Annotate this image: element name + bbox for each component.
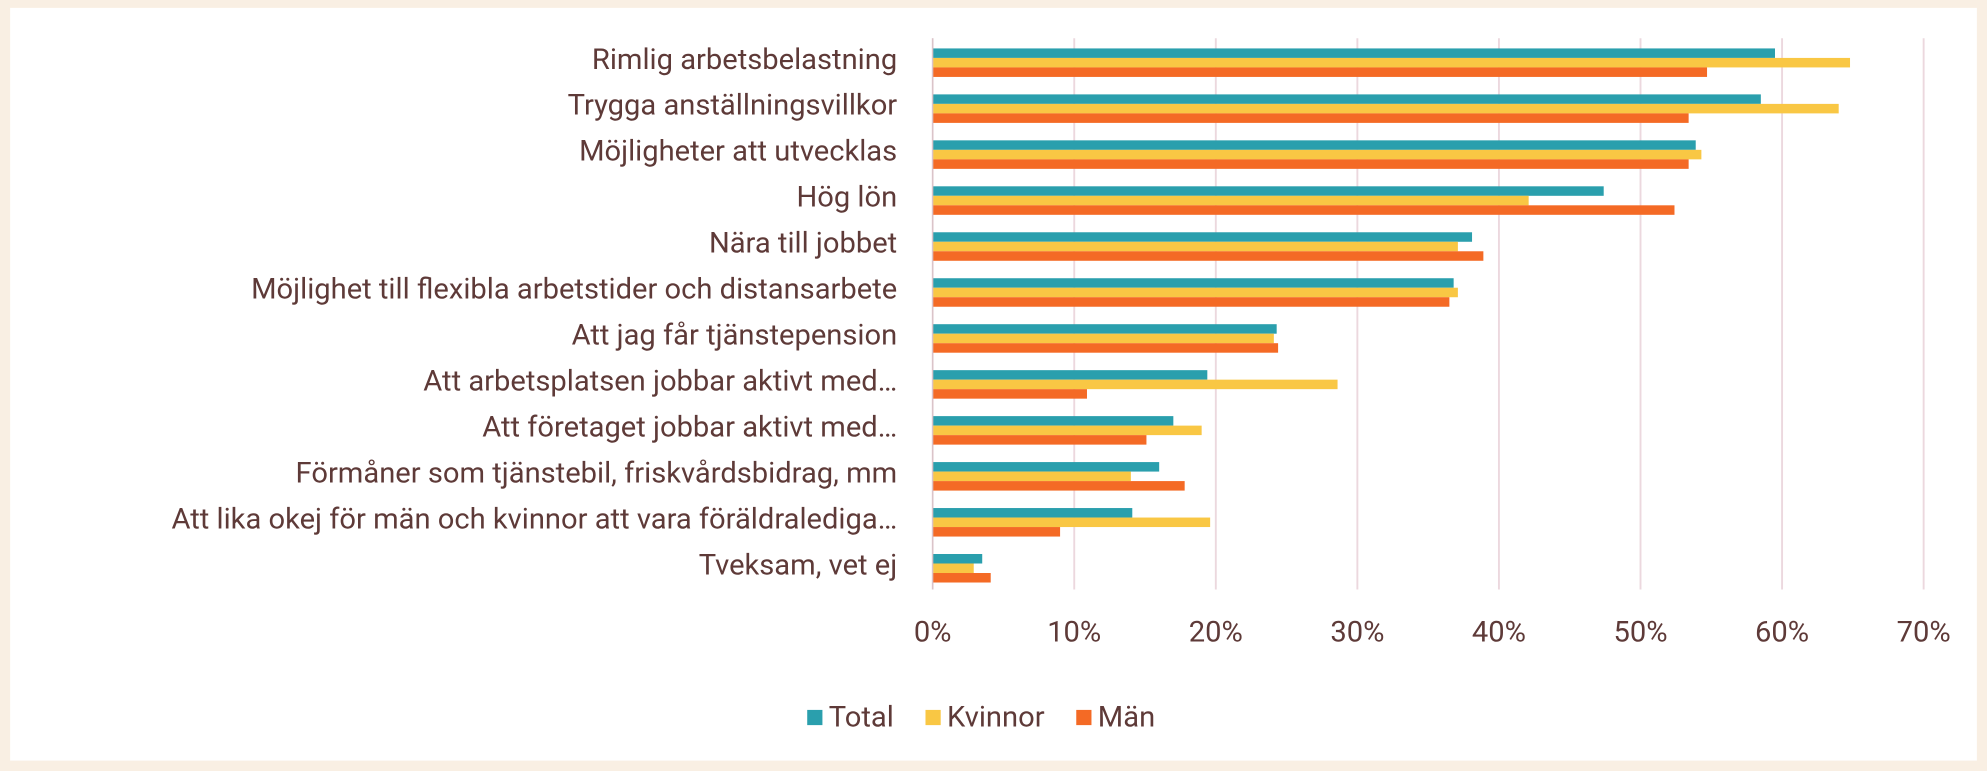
bar <box>932 416 1174 426</box>
bar <box>932 471 1131 482</box>
y-tick-label: Att jag får tjänstepension <box>572 319 898 353</box>
bar <box>932 508 1133 518</box>
y-tick-label: Hög lön <box>796 181 897 215</box>
bar <box>932 159 1689 169</box>
x-tick-label: 20% <box>1189 616 1243 650</box>
y-tick-label: Möjlighet till flexibla arbetstider och … <box>251 273 897 307</box>
bar <box>932 389 1087 399</box>
x-tick-label: 0% <box>914 616 952 650</box>
bar <box>932 554 983 564</box>
y-tick-label: Trygga anställningsvillkor <box>568 89 898 123</box>
bar <box>932 435 1147 445</box>
x-tick-label: 40% <box>1472 616 1526 650</box>
bar <box>932 113 1689 123</box>
bar <box>932 573 991 583</box>
bar <box>932 333 1274 344</box>
bar <box>932 324 1277 334</box>
y-tick-label: Rimlig arbetsbelastning <box>592 43 897 77</box>
x-tick-label: 30% <box>1330 616 1384 650</box>
y-tick-label: Möjligheter att utvecklas <box>579 135 897 169</box>
legend-swatch <box>1076 709 1092 726</box>
x-tick-label: 50% <box>1613 616 1667 650</box>
x-tick-label: 60% <box>1755 616 1809 650</box>
legend-label: Total <box>829 700 894 734</box>
bar <box>932 251 1484 261</box>
bar <box>932 481 1185 491</box>
bar <box>932 297 1450 307</box>
bar <box>932 232 1473 242</box>
y-tick-label: Att lika okej för män och kvinnor att va… <box>171 502 897 536</box>
bar <box>932 425 1202 436</box>
bar <box>932 241 1458 252</box>
legend-swatch <box>925 709 941 726</box>
bar <box>932 462 1160 472</box>
bar <box>932 278 1454 288</box>
bar <box>932 517 1211 528</box>
bar <box>932 48 1775 58</box>
y-tick-label: Att arbetsplatsen jobbar aktivt med… <box>423 365 897 399</box>
y-tick-label: Att företaget jobbar aktivt med… <box>482 410 897 444</box>
bar <box>932 343 1279 353</box>
bar <box>932 205 1675 215</box>
bar <box>932 103 1839 114</box>
bar <box>932 140 1696 150</box>
y-tick-label: Nära till jobbet <box>709 227 897 261</box>
bar <box>932 287 1458 298</box>
bar <box>932 563 974 574</box>
bar <box>932 94 1761 104</box>
bar <box>932 186 1604 196</box>
y-tick-label: Tveksam, vet ej <box>699 548 897 582</box>
legend-swatch <box>807 709 823 726</box>
bar <box>932 57 1851 68</box>
bar <box>932 195 1529 206</box>
x-tick-label: 70% <box>1897 616 1951 650</box>
bar <box>932 527 1061 537</box>
bar <box>932 370 1208 380</box>
bar <box>932 149 1702 160</box>
bar <box>932 67 1708 77</box>
legend-label: Kvinnor <box>947 700 1045 734</box>
y-tick-label: Förmåner som tjänstebil, friskvårdsbidra… <box>296 456 898 490</box>
legend-label: Män <box>1098 700 1155 734</box>
x-tick-label: 10% <box>1047 616 1101 650</box>
bar <box>932 379 1338 390</box>
